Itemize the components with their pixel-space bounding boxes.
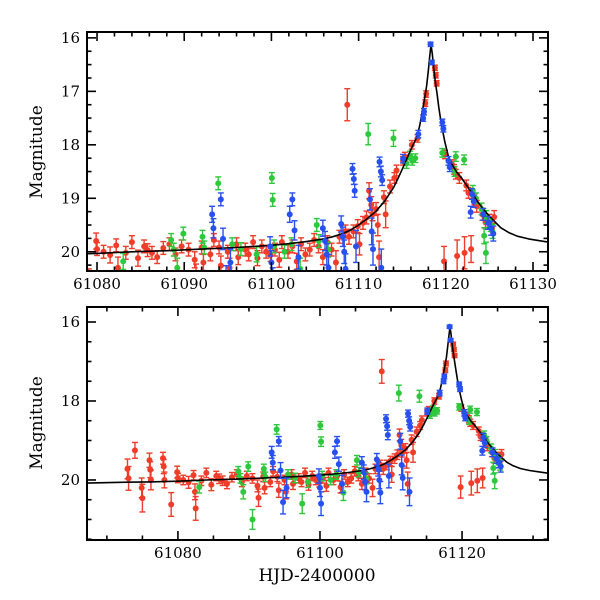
bottom-x-tick-label: 61100 xyxy=(296,544,344,562)
bottom-panel-frame xyxy=(86,306,549,541)
top-panel-tick-labels: 61080 61090 61100 61110 61120 61130 16 17 18 19 20 xyxy=(61,29,557,293)
top-x-tick-label: 61130 xyxy=(509,275,557,293)
bottom-panel-data xyxy=(87,323,548,531)
bottom-series-blue xyxy=(268,323,504,517)
top-x-tick-label: 61090 xyxy=(160,275,208,293)
x-axis-label: HJD-2400000 xyxy=(258,566,375,586)
top-x-tick-label: 61100 xyxy=(248,275,296,293)
top-x-tick-label: 61120 xyxy=(422,275,470,293)
top-panel-data xyxy=(87,41,548,271)
top-y-tick-label: 16 xyxy=(61,29,80,47)
top-series-blue xyxy=(209,41,497,271)
top-x-tick-label: 61080 xyxy=(73,275,121,293)
bottom-panel: 61080 61100 61120 16 18 20 xyxy=(61,306,549,562)
top-model-curve xyxy=(87,44,548,255)
bottom-series-red xyxy=(124,341,505,521)
top-x-tick-label: 61110 xyxy=(335,275,383,293)
bottom-y-axis-label: Magnitude xyxy=(27,376,47,470)
top-y-tick-label: 20 xyxy=(61,243,80,261)
top-y-tick-label: 17 xyxy=(61,82,80,100)
bottom-panel-tick-labels: 61080 61100 61120 16 18 20 xyxy=(61,313,486,562)
bottom-y-tick-label: 20 xyxy=(61,471,80,489)
top-y-tick-label: 18 xyxy=(61,136,80,154)
top-panel-ticks xyxy=(87,32,548,271)
top-panel: 61080 61090 61100 61110 61120 61130 16 17 18 19 20 xyxy=(61,29,557,293)
bottom-panel-ticks xyxy=(87,307,548,541)
panels-root: 61080 61090 61100 61110 61120 61130 16 17 18 19 20… xyxy=(61,29,557,562)
bottom-x-tick-label: 61080 xyxy=(154,544,202,562)
bottom-x-tick-label: 61120 xyxy=(438,544,486,562)
top-y-tick-label: 19 xyxy=(61,189,80,207)
bottom-y-tick-label: 18 xyxy=(61,392,80,410)
bottom-y-tick-label: 16 xyxy=(61,313,80,331)
bottom-model-curve xyxy=(87,326,548,484)
bottom-series-green xyxy=(196,384,504,531)
top-y-axis-label: Magnitude xyxy=(27,105,47,199)
top-panel-frame xyxy=(86,31,549,272)
